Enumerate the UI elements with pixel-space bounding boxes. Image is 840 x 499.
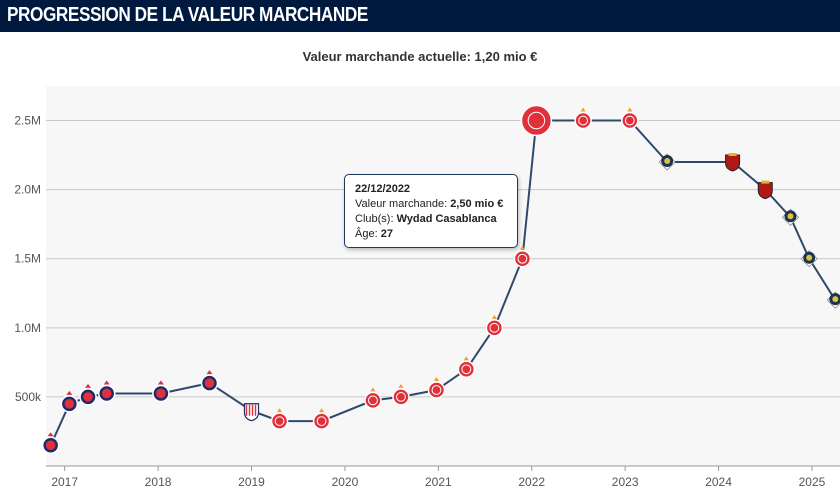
data-point[interactable] [621,107,639,130]
x-tick-label: 2025 [799,475,826,489]
data-point[interactable] [757,180,773,200]
y-tick-label: 1.0M [14,321,41,335]
data-point[interactable] [513,245,532,268]
data-point[interactable] [485,314,504,337]
data-point[interactable] [392,383,410,406]
y-tick-label: 500k [15,390,42,404]
data-point[interactable] [574,107,592,130]
data-point[interactable] [200,370,219,392]
data-point[interactable] [457,356,476,379]
x-tick-label: 2017 [51,475,78,489]
current-value-amount: 1,20 mio € [474,49,538,64]
data-point[interactable] [270,408,289,430]
x-tick-label: 2022 [518,475,545,489]
data-point[interactable] [97,380,116,403]
data-point[interactable] [520,104,553,137]
x-tick-label: 2018 [145,475,172,489]
chart-tooltip: 22/12/2022 Valeur marchande: 2,50 mio € … [344,174,518,248]
current-value-label: Valeur marchande actuelle: [302,49,471,64]
data-point[interactable] [79,383,97,406]
data-point[interactable] [41,432,60,455]
y-tick-label: 2.5M [14,114,41,128]
data-point[interactable] [60,390,79,413]
x-tick-label: 2021 [425,475,452,489]
data-point[interactable] [152,380,170,403]
x-tick-label: 2020 [332,475,359,489]
data-point[interactable] [243,403,260,422]
data-point[interactable] [427,377,446,399]
data-point[interactable] [658,153,676,171]
x-tick-label: 2023 [612,475,639,489]
section-title: PROGRESSION DE LA VALEUR MARCHANDE [7,4,368,26]
x-tick-label: 2024 [705,475,732,489]
y-tick-label: 1.5M [14,252,41,266]
data-point[interactable] [800,250,818,268]
x-tick-label: 2019 [238,475,265,489]
tooltip-value-label: Valeur marchande: [355,198,448,210]
plot-background [46,86,840,466]
y-tick-label: 2.0M [14,183,41,197]
data-point[interactable] [364,387,382,410]
data-point[interactable] [312,408,331,430]
data-point[interactable] [781,208,800,226]
section-header: PROGRESSION DE LA VALEUR MARCHANDE [0,0,840,32]
tooltip-date: 22/12/2022 [355,183,411,195]
tooltip-club-label: Club(s): [355,213,394,225]
data-point[interactable] [725,153,741,172]
tooltip-age-label: Âge: [355,228,378,240]
tooltip-age: 27 [380,228,393,240]
data-point[interactable] [826,291,840,309]
tooltip-value: 2,50 mio € [450,198,504,210]
tooltip-club: Wydad Casablanca [396,213,497,225]
current-market-value: Valeur marchande actuelle: 1,20 mio € [0,49,840,64]
